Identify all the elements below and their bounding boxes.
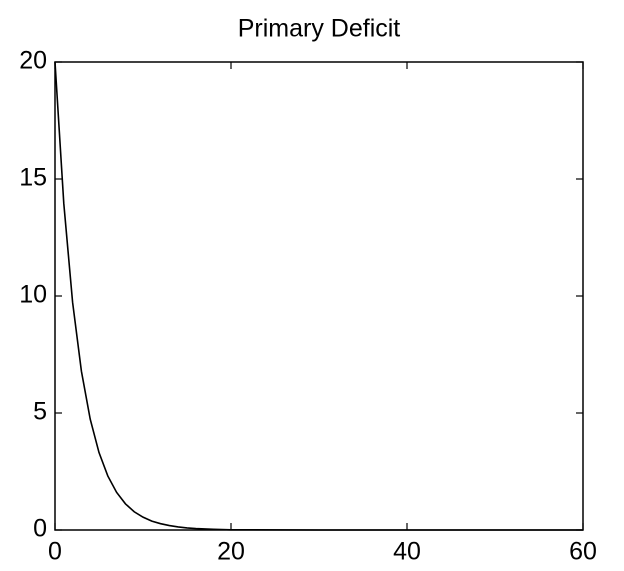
x-tick-label: 60	[569, 538, 597, 566]
x-tick-label: 20	[217, 538, 245, 566]
y-tick-label: 10	[19, 281, 47, 309]
line-series	[54, 61, 583, 531]
x-tick-label: 40	[393, 538, 421, 566]
chart-title: Primary Deficit	[238, 15, 401, 43]
y-tick-label: 20	[19, 47, 47, 75]
y-tick-label: 0	[33, 515, 47, 543]
y-tick-label: 15	[19, 164, 47, 192]
plot-frame	[54, 61, 584, 531]
x-tick-label: 0	[48, 538, 62, 566]
y-tick-label: 5	[33, 398, 47, 426]
